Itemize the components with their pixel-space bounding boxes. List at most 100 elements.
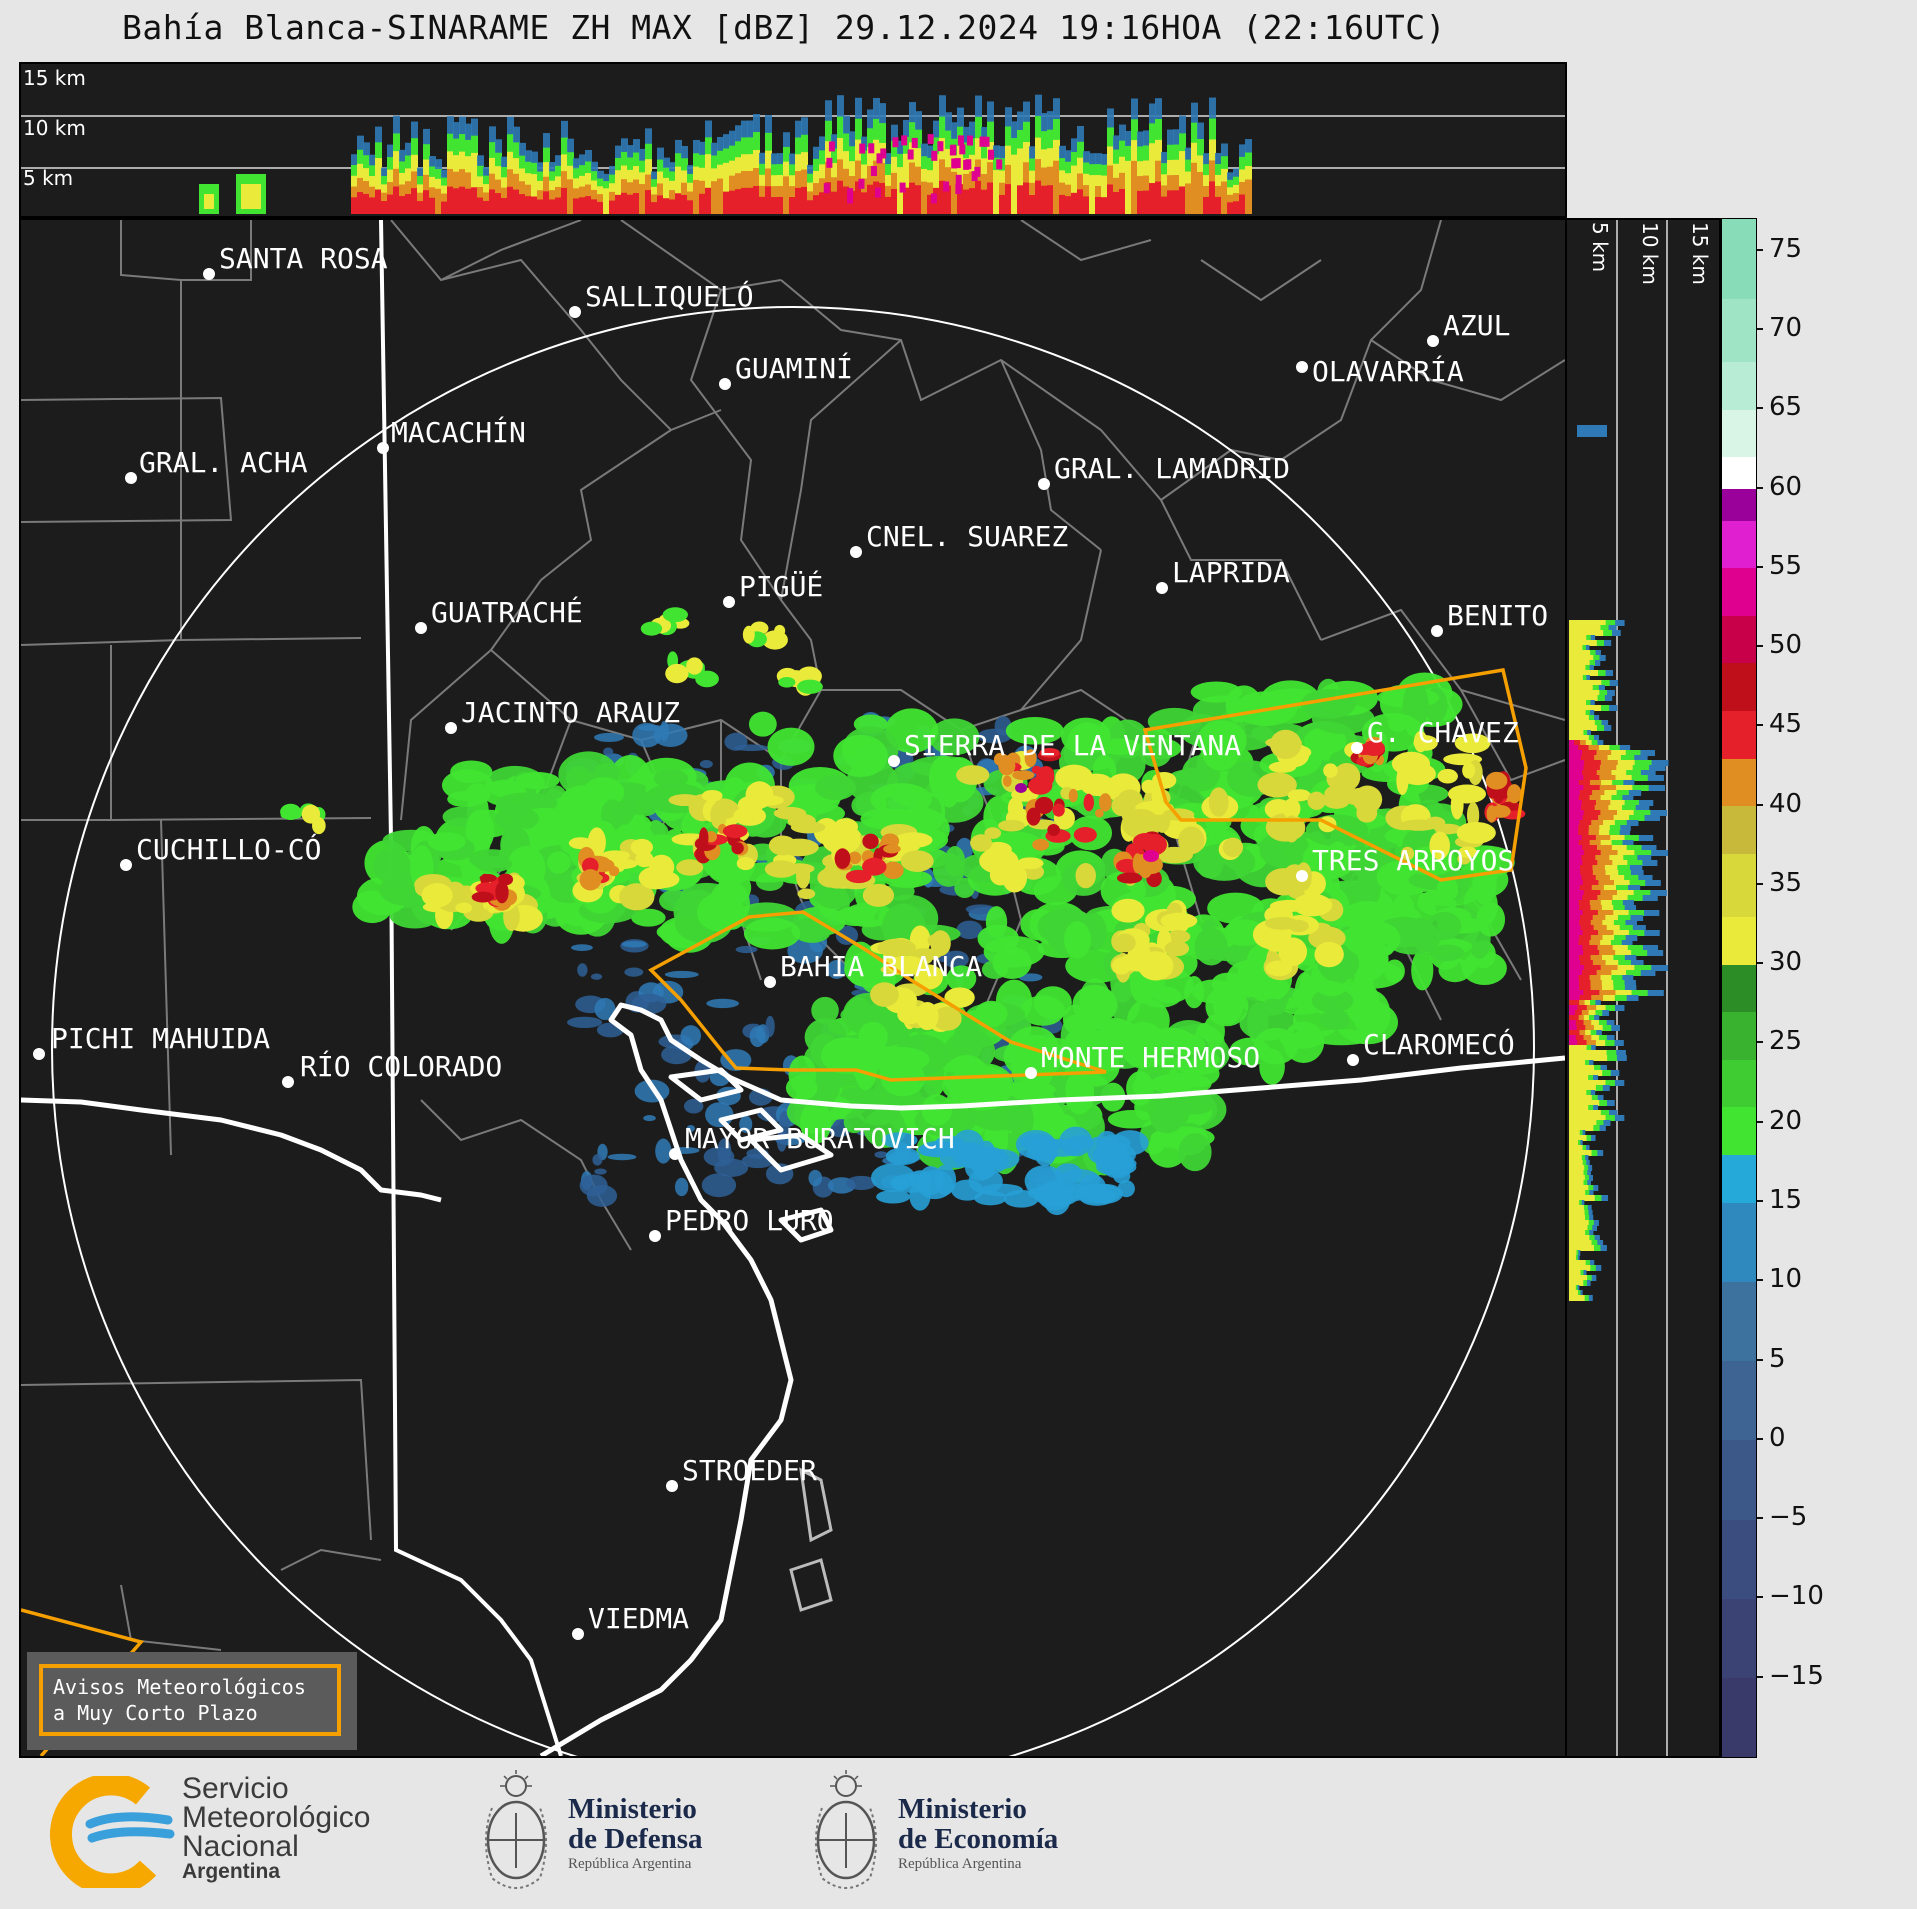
colorbar-segment [1722,1281,1756,1362]
radar-range-ring [51,306,1535,1756]
city-dot [669,1148,681,1160]
city-label: CLAROMECÓ [1363,1027,1515,1061]
city-marker: BAHIA BLANCA [764,950,982,988]
city-marker: PIGÜÉ [723,569,823,608]
colorbar-tick: −5 [1757,1502,1807,1532]
top-panel-echoes: 15 km 10 km 5 km [21,66,1565,214]
colorbar-segment [1722,1360,1756,1441]
warning-legend-line2: a Muy Corto Plazo [53,1701,258,1725]
city-label: PEDRO LURO [665,1204,834,1237]
economia-line1: Ministerio [898,1793,1027,1825]
city-label: SIERRA DE LA VENTANA [904,729,1241,762]
colorbar-segment [1722,1011,1756,1060]
city-marker: AZUL [1427,309,1510,347]
city-label: TRES ARROYOS [1312,844,1514,877]
top-label-5km: 5 km [23,166,73,190]
smn-line3: Nacional [182,1830,299,1863]
city-dot [282,1076,294,1088]
colorbar-tick: 0 [1757,1423,1786,1453]
colorbar-tick: 25 [1757,1026,1802,1056]
colorbar-segment [1722,1598,1756,1679]
city-label: VIEDMA [588,1602,689,1635]
city-dot [203,268,215,280]
colorbar-tick: 15 [1757,1185,1802,1215]
city-marker: GRAL. ACHA [125,446,308,484]
city-dot [125,472,137,484]
warning-polygon-bahia [648,910,1107,1082]
city-label: AZUL [1443,309,1510,342]
reflectivity-echoes [280,607,1526,1216]
top-label-10km: 10 km [23,116,86,140]
colorbar-segment [1722,615,1756,664]
colorbar-tick: 75 [1757,234,1802,264]
city-label: RÍO COLORADO [300,1049,502,1083]
colorbar-tick: −10 [1757,1581,1824,1611]
colorbar-segment [1722,1106,1756,1155]
colorbar-segment [1722,456,1756,490]
colorbar-segment [1722,520,1756,569]
smn-line4: Argentina [182,1860,281,1883]
footer: Servicio Meteorológico Nacional Argentin… [0,1760,1917,1909]
economia-coat-of-arms-icon [815,1770,877,1889]
warning-legend-line1: Avisos Meteorológicos [53,1675,306,1699]
city-label: GRAL. LAMADRID [1054,452,1290,485]
colorbar-tick: 65 [1757,392,1802,422]
city-dot [377,442,389,454]
colorbar-tick: 20 [1757,1106,1802,1136]
colorbar-segment [1722,1677,1756,1758]
colorbar-tick: 30 [1757,947,1802,977]
colorbar-segment [1722,964,1756,1013]
city-marker: PICHI MAHUIDA [33,1022,270,1060]
city-dot [415,622,427,634]
coastline [21,1002,1565,1756]
city-dot [719,378,731,390]
colorbar-segment [1722,1059,1756,1108]
side-height-panel: 5 km 10 km 15 km [1567,218,1721,1758]
city-label: GRAL. ACHA [139,446,308,479]
colorbar-tick: 45 [1757,709,1802,739]
colorbar-tick: 70 [1757,313,1802,343]
city-marker: LAPRIDA [1156,556,1290,594]
colorbar-tick: 60 [1757,472,1802,502]
side-label-15km: 15 km [1688,222,1712,285]
city-label: JACINTO ARAUZ [461,696,680,729]
map-svg: SANTA ROSA SALLIQUELÓ GUAMINÍ MACACHÍN GRAL.… [21,220,1565,1756]
city-marker: MACACHÍN [377,415,526,454]
smn-logo-icon [50,1776,175,1888]
city-dot [1351,742,1363,754]
warning-legend-frame: Avisos Meteorológicos a Muy Corto Plazo [39,1664,341,1736]
colorbar-segment [1722,916,1756,965]
city-marker: VIEDMA [572,1602,689,1640]
city-marker: GUATRACHÉ [415,595,583,634]
warning-polygon-east [1142,668,1528,882]
city-label: GUATRACHÉ [431,595,583,629]
colorbar-segment [1722,1439,1756,1520]
city-dot [33,1048,45,1060]
city-label: MACACHÍN [391,415,526,449]
city-dot [120,859,132,871]
smn-line2: Meteorológico [182,1801,371,1834]
economia-line3: República Argentina [898,1856,1022,1872]
city-marker: RÍO COLORADO [282,1049,502,1088]
defensa-line1: Ministerio [568,1793,697,1825]
city-marker: GRAL. LAMADRID [1038,452,1290,490]
colorbar-tick: 5 [1757,1344,1786,1374]
city-marker: PEDRO LURO [649,1204,834,1242]
colorbar-segment [1722,409,1756,458]
city-marker: BENITO [1431,599,1548,637]
city-label: MONTE HERMOSO [1041,1041,1260,1074]
colorbar-tick: 10 [1757,1264,1802,1294]
colorbar-tick: 35 [1757,868,1802,898]
side-label-5km: 5 km [1588,222,1612,272]
city-dot [764,976,776,988]
city-marker: CNEL. SUAREZ [850,520,1068,558]
colorbar-segment [1722,219,1756,299]
colorbar-segment [1722,662,1756,712]
city-dot [1156,582,1168,594]
city-label: GUAMINÍ [735,351,853,385]
city-dot [850,546,862,558]
city-dot [649,1230,661,1242]
side-label-10km: 10 km [1638,222,1662,285]
economia-line2: de Economía [898,1823,1059,1855]
colorbar-tick: −15 [1757,1661,1824,1691]
